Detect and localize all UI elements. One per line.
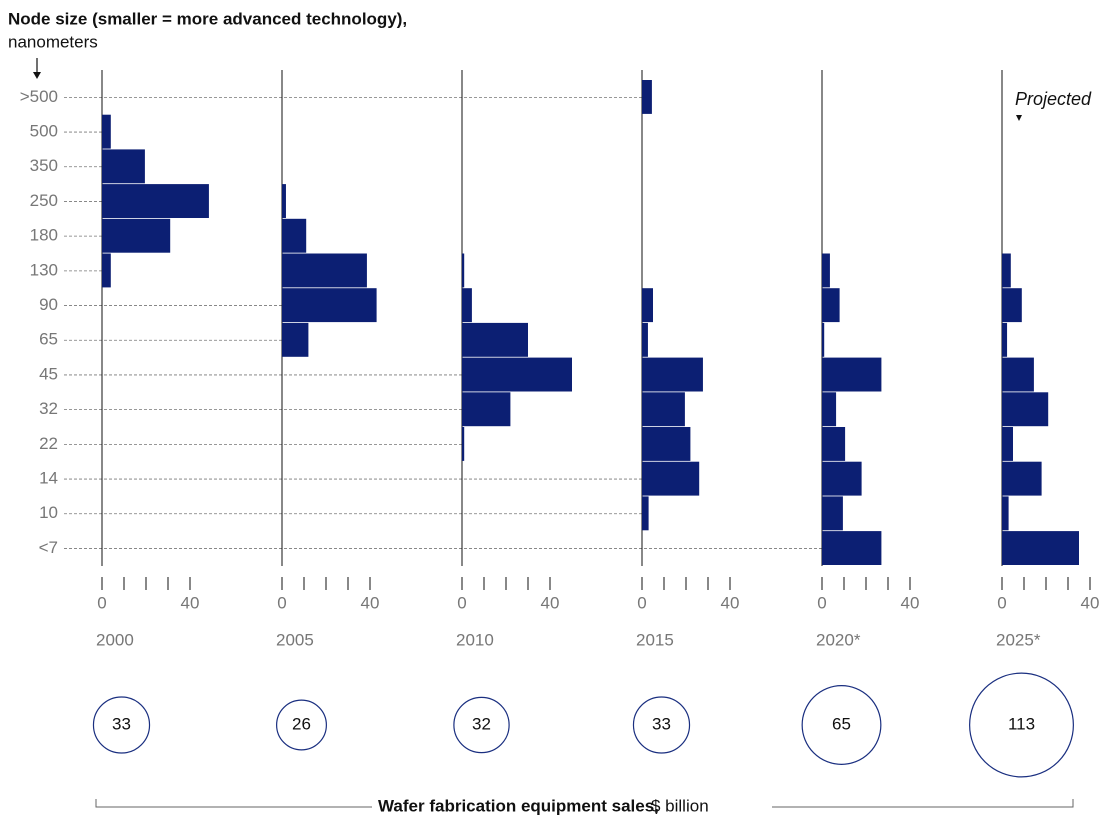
- bar: [102, 149, 145, 184]
- bar: [1002, 322, 1008, 357]
- bar: [1002, 288, 1022, 323]
- bar: [282, 288, 377, 323]
- bar: [462, 427, 465, 461]
- total-value: 33: [652, 714, 671, 733]
- y-tick-label: 250: [30, 191, 58, 210]
- x-tick-label: 0: [817, 593, 826, 612]
- y-tick-label: <7: [39, 538, 58, 557]
- series-label: 2000: [96, 630, 134, 649]
- total-value: 113: [1008, 714, 1035, 733]
- bar: [642, 80, 652, 114]
- bar: [822, 496, 843, 531]
- total-bubble: [276, 699, 327, 751]
- bar: [462, 392, 511, 427]
- total-bubble: [801, 685, 882, 765]
- total-bubble: [92, 696, 151, 754]
- bar: [822, 427, 846, 461]
- x-tick-label: 40: [1081, 593, 1100, 612]
- x-tick-label: 0: [457, 593, 466, 612]
- bar: [1002, 427, 1013, 461]
- bar: [642, 392, 685, 427]
- chart-title: Node size (smaller = more advanced techn…: [8, 9, 407, 28]
- bracket-gap: [372, 796, 772, 818]
- series-label: 2020*: [816, 630, 861, 649]
- bar: [822, 357, 882, 392]
- y-tick-label: 350: [30, 156, 58, 175]
- total-value: 33: [112, 714, 131, 733]
- chart-subtitle: nanometers: [8, 32, 98, 51]
- bar: [822, 392, 837, 427]
- series-label: 2010: [456, 630, 494, 649]
- bar: [462, 322, 528, 357]
- x-tick-label: 0: [97, 593, 106, 612]
- y-tick-label: >500: [20, 87, 58, 106]
- total-unit: $ billion: [651, 796, 709, 815]
- y-tick-label: 90: [39, 295, 58, 314]
- bar: [642, 357, 703, 392]
- bar: [822, 461, 862, 496]
- x-tick-label: 0: [637, 593, 646, 612]
- y-tick-label: 45: [39, 364, 58, 383]
- y-tick-label: 32: [39, 399, 58, 418]
- bar: [642, 288, 653, 323]
- bar: [462, 253, 465, 288]
- bar: [642, 496, 649, 531]
- bar: [1002, 392, 1049, 427]
- total-value: 26: [292, 714, 311, 733]
- x-tick-label: 40: [721, 593, 740, 612]
- x-tick-label: 40: [361, 593, 380, 612]
- bar: [642, 461, 700, 496]
- bar: [102, 114, 111, 149]
- y-tick-label: 22: [39, 434, 58, 453]
- bar: [282, 184, 286, 218]
- bar: [1002, 357, 1034, 392]
- total-value: 65: [832, 714, 851, 733]
- y-tick-label: 14: [39, 469, 58, 488]
- bar: [1002, 496, 1009, 531]
- annotation-marker: [1016, 115, 1022, 121]
- x-tick-label: 0: [997, 593, 1006, 612]
- arrow-head: [33, 72, 41, 79]
- y-tick-label: 65: [39, 330, 58, 349]
- bar: [822, 531, 882, 565]
- bar: [462, 357, 572, 392]
- series-label: 2015: [636, 630, 674, 649]
- bar: [102, 218, 171, 253]
- series-label: 2025*: [996, 630, 1041, 649]
- y-tick-label: 10: [39, 503, 58, 522]
- bar: [102, 184, 209, 218]
- y-tick-label: 500: [30, 122, 58, 141]
- series-label: 2005: [276, 630, 314, 649]
- bar: [1002, 461, 1042, 496]
- y-tick-label: 180: [30, 226, 58, 245]
- bar: [282, 218, 307, 253]
- bar: [1002, 253, 1011, 288]
- x-tick-label: 40: [901, 593, 920, 612]
- total-bubble: [453, 696, 510, 754]
- total-label: Wafer fabrication equipment sales,: [378, 796, 659, 815]
- total-value: 32: [472, 714, 491, 733]
- total-bubble: [632, 696, 691, 754]
- total-bubble: [969, 672, 1074, 778]
- x-tick-label: 40: [181, 593, 200, 612]
- bar: [462, 288, 472, 323]
- bar: [822, 288, 840, 323]
- bar: [642, 322, 648, 357]
- bar: [282, 253, 367, 288]
- bar: [642, 427, 691, 461]
- bar: [822, 253, 830, 288]
- y-tick-label: 130: [30, 260, 58, 279]
- bar: [282, 322, 309, 357]
- annotation: Projected: [1015, 89, 1092, 109]
- bar: [1002, 531, 1079, 565]
- x-tick-label: 40: [541, 593, 560, 612]
- bar: [822, 322, 825, 357]
- bar: [102, 253, 111, 288]
- x-tick-label: 0: [277, 593, 286, 612]
